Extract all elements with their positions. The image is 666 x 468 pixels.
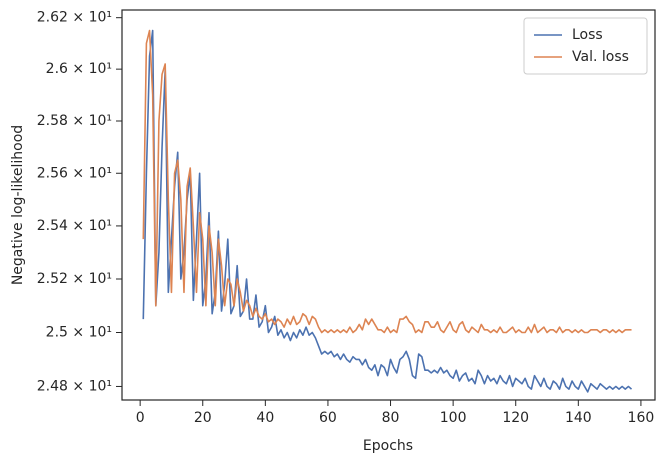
y-tick-label: 2.52 × 10¹ [37, 271, 112, 287]
x-tick-label: 120 [502, 410, 529, 426]
legend-label: Loss [572, 27, 603, 43]
y-tick-label: 2.54 × 10¹ [37, 218, 112, 234]
plot-frame [121, 9, 656, 401]
line-series [142, 29, 633, 393]
legend-box [523, 17, 648, 75]
y-tick-label: 2.5 × 10¹ [46, 325, 112, 341]
x-tick-label: 100 [440, 410, 467, 426]
y-tick-label: 2.62 × 10¹ [37, 10, 112, 26]
x-tick-label: 140 [565, 410, 592, 426]
x-tick-label: 0 [136, 410, 145, 426]
line-series [142, 29, 632, 334]
x-tick-label: 160 [628, 410, 655, 426]
y-tick-label: 2.58 × 10¹ [37, 113, 112, 129]
x-tick-label: 80 [382, 410, 400, 426]
x-tick-label: 20 [194, 410, 212, 426]
x-tick-label: 60 [319, 410, 337, 426]
y-tick-label: 2.56 × 10¹ [37, 165, 112, 181]
y-tick-label: 2.48 × 10¹ [37, 378, 112, 394]
x-axis-label: Epochs [363, 438, 413, 454]
x-tick-label: 40 [256, 410, 274, 426]
y-tick-label: 2.6 × 10¹ [46, 61, 112, 77]
y-axis-label: Negative log-likelihood [10, 125, 26, 285]
legend-label: Val. loss [572, 49, 629, 65]
